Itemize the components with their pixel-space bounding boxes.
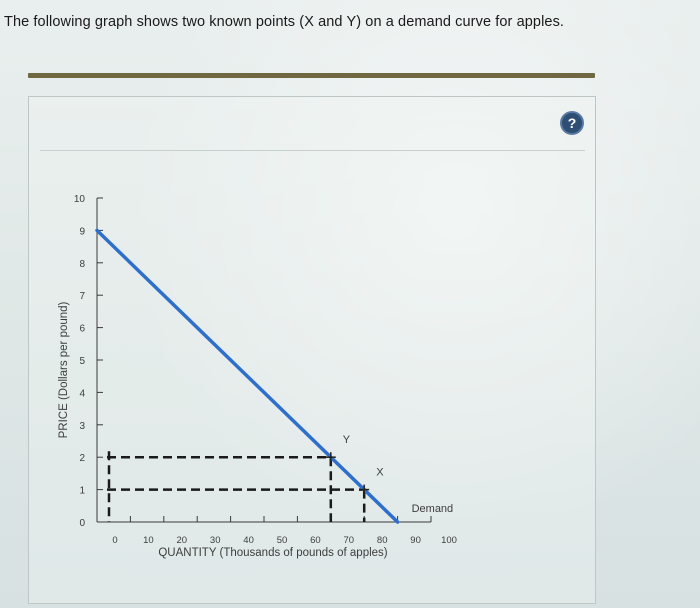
- x-tick-label: 0: [112, 535, 117, 546]
- y-tick-label: 9: [79, 226, 85, 237]
- help-icon: ?: [567, 115, 577, 131]
- points-group: YX: [325, 434, 384, 495]
- x-tick-label: 100: [441, 535, 457, 546]
- series-label-demand: Demand: [412, 503, 454, 515]
- y-tick-label: 8: [79, 259, 85, 270]
- x-tick-label: 20: [177, 535, 188, 546]
- x-tick-label: 30: [210, 535, 221, 546]
- x-tick-label: 60: [310, 535, 321, 546]
- series-group: Demand: [95, 228, 454, 524]
- x-tick-label: 90: [410, 535, 421, 546]
- y-tick-label: 6: [79, 324, 85, 335]
- x-tick-label: 50: [277, 535, 288, 546]
- panel-inner-border: [40, 150, 585, 171]
- y-tick-label: 7: [79, 291, 85, 302]
- divider: [28, 73, 595, 78]
- point-label-x: X: [376, 467, 384, 479]
- y-tick-label: 10: [74, 194, 86, 205]
- graph-panel: [28, 96, 596, 604]
- x-tick-label: 40: [243, 535, 254, 546]
- y-tick-label: 3: [79, 421, 85, 432]
- y-tick-label: 2: [79, 453, 85, 464]
- y-tick-label: 5: [79, 356, 85, 367]
- x-tick-label: 80: [377, 535, 388, 546]
- demand-line: [95, 228, 400, 524]
- y-tick-label: 4: [79, 388, 85, 399]
- y-axis-label: PRICE (Dollars per pound): [58, 301, 70, 438]
- help-button[interactable]: ?: [560, 111, 584, 135]
- x-tick-label: 10: [143, 535, 154, 546]
- x-axis-label: QUANTITY (Thousands of pounds of apples): [158, 547, 387, 559]
- y-tick-label: 0: [79, 518, 85, 529]
- y-tick-label: 1: [79, 486, 85, 497]
- x-tick-label: 70: [344, 535, 355, 546]
- point-label-y: Y: [343, 434, 351, 446]
- dashed-guides: [107, 451, 366, 522]
- question-text: The following graph shows two known poin…: [4, 14, 565, 30]
